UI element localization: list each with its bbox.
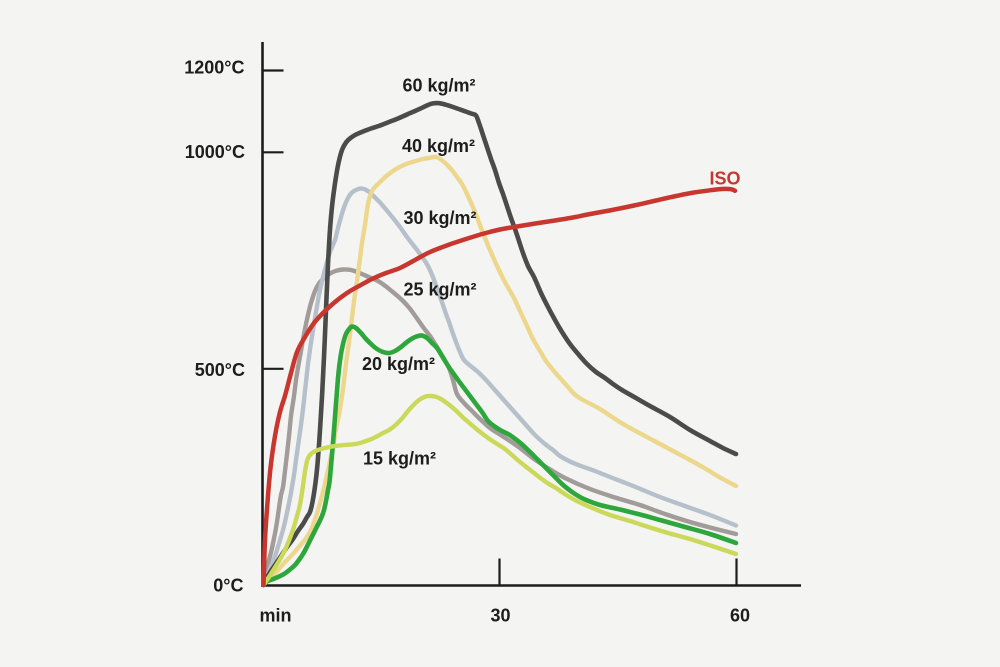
svg-text:1000°C: 1000°C xyxy=(185,142,245,162)
svg-text:60 kg/m²: 60 kg/m² xyxy=(403,76,476,96)
svg-text:15 kg/m²: 15 kg/m² xyxy=(363,449,436,469)
svg-text:min: min xyxy=(259,606,291,626)
svg-text:25 kg/m²: 25 kg/m² xyxy=(404,280,477,300)
svg-text:30: 30 xyxy=(490,606,510,626)
svg-text:0°C: 0°C xyxy=(213,576,243,596)
svg-text:40 kg/m²: 40 kg/m² xyxy=(402,136,475,156)
svg-text:20 kg/m²: 20 kg/m² xyxy=(362,354,435,374)
svg-text:60: 60 xyxy=(730,606,750,626)
svg-text:ISO: ISO xyxy=(710,169,741,189)
svg-text:30 kg/m²: 30 kg/m² xyxy=(404,208,477,228)
svg-text:500°C: 500°C xyxy=(195,360,245,380)
svg-text:1200°C: 1200°C xyxy=(184,58,244,78)
